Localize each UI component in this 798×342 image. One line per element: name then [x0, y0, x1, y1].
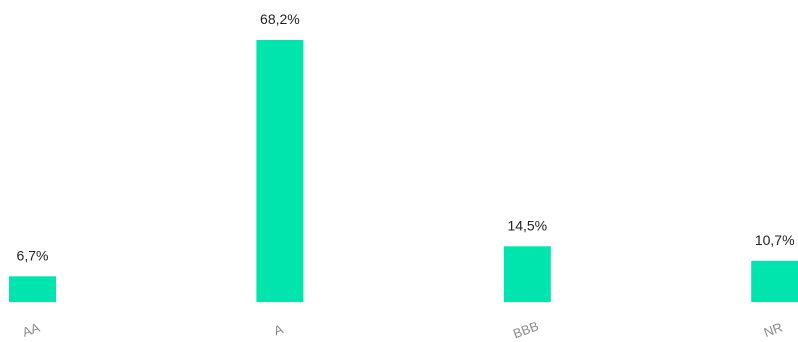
- value-labels-group: 6,7% 68,2% 14,5% 10,7%: [17, 11, 795, 263]
- value-label-a: 68,2%: [260, 11, 300, 27]
- value-label-bbb: 14,5%: [507, 217, 547, 233]
- bar-aa: [9, 276, 56, 302]
- bar-bbb: [503, 246, 551, 302]
- value-label-aa: 6,7%: [17, 247, 49, 263]
- tick-label-bbb: BBB: [511, 318, 541, 341]
- tick-label-a: A: [272, 321, 286, 338]
- tick-label-nr: NR: [762, 320, 785, 341]
- x-axis-tick-labels: AA A BBB NR: [20, 318, 784, 341]
- tick-label-aa: AA: [20, 320, 42, 340]
- value-label-nr: 10,7%: [755, 232, 795, 248]
- bar-a: [256, 40, 304, 302]
- bar-nr: [751, 260, 798, 302]
- bars-group: [9, 40, 798, 302]
